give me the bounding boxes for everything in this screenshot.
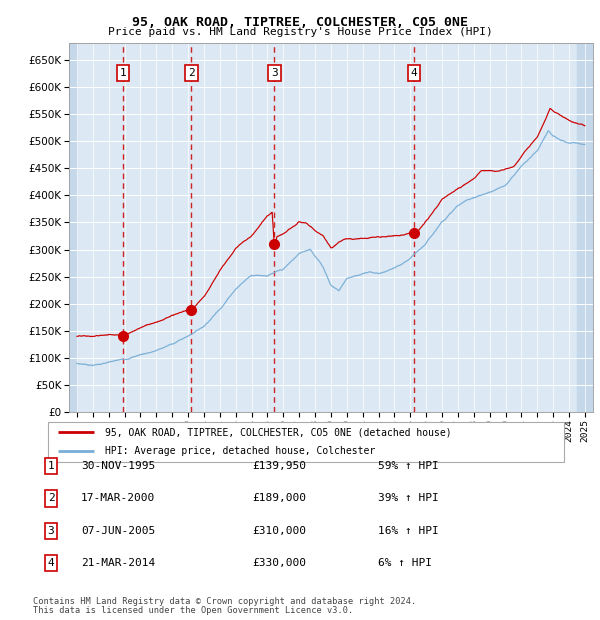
- Text: HPI: Average price, detached house, Colchester: HPI: Average price, detached house, Colc…: [105, 446, 375, 456]
- Text: 6% ↑ HPI: 6% ↑ HPI: [378, 558, 432, 568]
- Text: 17-MAR-2000: 17-MAR-2000: [81, 494, 155, 503]
- Text: Price paid vs. HM Land Registry's House Price Index (HPI): Price paid vs. HM Land Registry's House …: [107, 27, 493, 37]
- Text: £330,000: £330,000: [252, 558, 306, 568]
- Text: 1: 1: [47, 461, 55, 471]
- Text: 1: 1: [120, 68, 127, 78]
- Bar: [69, 43, 77, 412]
- Text: 30-NOV-1995: 30-NOV-1995: [81, 461, 155, 471]
- Text: This data is licensed under the Open Government Licence v3.0.: This data is licensed under the Open Gov…: [33, 606, 353, 615]
- Text: £310,000: £310,000: [252, 526, 306, 536]
- Text: 21-MAR-2014: 21-MAR-2014: [81, 558, 155, 568]
- Text: £139,950: £139,950: [252, 461, 306, 471]
- Text: 3: 3: [271, 68, 278, 78]
- Text: 39% ↑ HPI: 39% ↑ HPI: [378, 494, 439, 503]
- Text: 4: 4: [47, 558, 55, 568]
- Bar: [577, 43, 593, 412]
- Text: £189,000: £189,000: [252, 494, 306, 503]
- Text: 2: 2: [188, 68, 195, 78]
- Text: 16% ↑ HPI: 16% ↑ HPI: [378, 526, 439, 536]
- Text: 3: 3: [47, 526, 55, 536]
- FancyBboxPatch shape: [48, 422, 564, 462]
- Text: 59% ↑ HPI: 59% ↑ HPI: [378, 461, 439, 471]
- Text: 4: 4: [410, 68, 417, 78]
- Text: Contains HM Land Registry data © Crown copyright and database right 2024.: Contains HM Land Registry data © Crown c…: [33, 597, 416, 606]
- Text: 2: 2: [47, 494, 55, 503]
- Text: 95, OAK ROAD, TIPTREE, COLCHESTER, CO5 0NE (detached house): 95, OAK ROAD, TIPTREE, COLCHESTER, CO5 0…: [105, 427, 451, 438]
- Text: 07-JUN-2005: 07-JUN-2005: [81, 526, 155, 536]
- Text: 95, OAK ROAD, TIPTREE, COLCHESTER, CO5 0NE: 95, OAK ROAD, TIPTREE, COLCHESTER, CO5 0…: [132, 16, 468, 29]
